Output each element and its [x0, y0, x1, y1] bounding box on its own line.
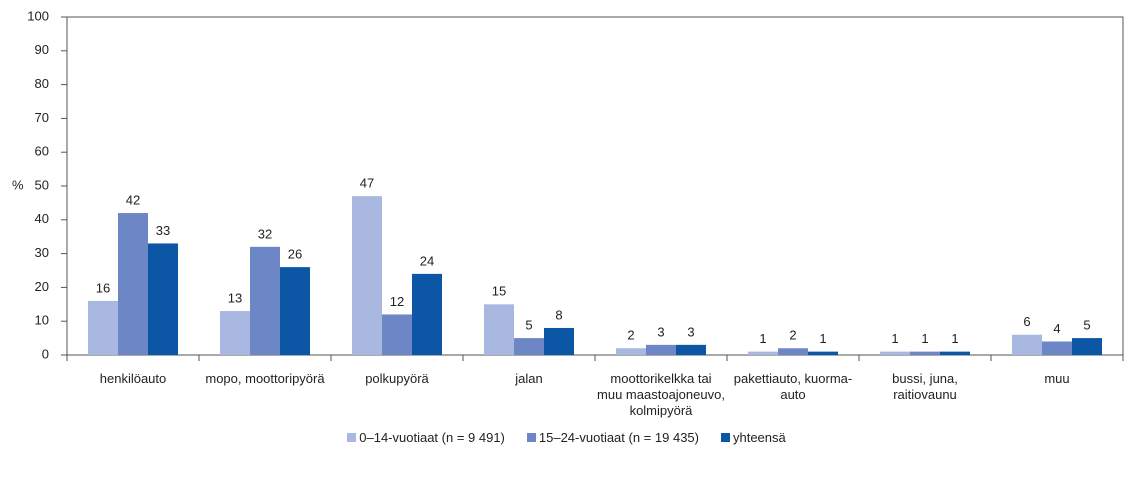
legend-label: 0–14-vuotiaat (n = 9 491): [359, 430, 505, 445]
bar: [250, 246, 280, 355]
data-label: 1: [891, 331, 898, 346]
bar: [412, 273, 442, 355]
data-label: 2: [789, 328, 796, 343]
bar: [118, 213, 148, 355]
x-label-box: jalan: [515, 371, 543, 386]
data-label: 1: [951, 331, 958, 346]
x-label-box: pakettiauto, kuorma-auto: [733, 371, 853, 402]
legend-swatch: [720, 433, 730, 442]
y-tick-label: 10: [35, 313, 49, 328]
x-label-box: polkupyörä: [365, 371, 429, 386]
legend: 0–14-vuotiaat (n = 9 491) 15–24-vuotiaat …: [0, 430, 1133, 445]
bar: [1072, 338, 1102, 355]
bar: [220, 311, 250, 355]
y-tick-label: 70: [35, 110, 49, 125]
x-tick-label: mopo, moottoripyörä: [205, 371, 325, 386]
data-label: 33: [156, 223, 170, 238]
bar: [880, 351, 910, 355]
bar: [778, 348, 808, 355]
legend-swatch: [347, 433, 357, 442]
y-tick-label: 20: [35, 279, 49, 294]
data-label: 15: [492, 284, 506, 299]
y-axis-label: %: [12, 177, 24, 192]
data-label: 13: [228, 290, 242, 305]
data-label: 3: [687, 324, 694, 339]
bar: [646, 344, 676, 355]
bar: [676, 344, 706, 355]
data-label: 4: [1053, 321, 1060, 336]
legend-item: 0–14-vuotiaat (n = 9 491): [347, 430, 505, 445]
x-tick-label: jalan: [515, 371, 543, 386]
x-label-box: henkilöauto: [99, 371, 167, 386]
bar: [88, 300, 118, 355]
bar: [544, 327, 574, 355]
data-label: 32: [258, 226, 272, 241]
data-label: 1: [921, 331, 928, 346]
bar: [514, 338, 544, 355]
data-label: 8: [555, 307, 562, 322]
x-tick-label: pakettiauto, kuorma-auto: [733, 371, 853, 402]
y-tick-label: 30: [35, 245, 49, 260]
bar: [1012, 334, 1042, 355]
data-label: 16: [96, 280, 110, 295]
legend-label: yhteensä: [732, 430, 786, 445]
bar: [616, 348, 646, 355]
x-tick-label: moottorikelkka tai muu maastoajoneuvo, k…: [597, 371, 725, 418]
data-label: 42: [126, 192, 140, 207]
data-label: 24: [420, 253, 434, 268]
bar: [382, 314, 412, 355]
legend-item: 15–24-vuotiaat (n = 19 435): [526, 430, 699, 445]
data-label: 3: [657, 324, 664, 339]
x-tick-label: muu: [1044, 371, 1070, 386]
plot-frame: [66, 16, 1124, 356]
data-label: 1: [759, 331, 766, 346]
x-label-box: mopo, moottoripyörä: [205, 371, 325, 386]
bar: [808, 351, 838, 355]
bar: [748, 351, 778, 355]
x-tick-label: polkupyörä: [365, 371, 429, 386]
data-label: 6: [1023, 314, 1030, 329]
data-label: 5: [1083, 318, 1090, 333]
bar: [484, 304, 514, 355]
bar: [280, 267, 310, 355]
x-tick-label: bussi, juna, raitiovaunu: [892, 371, 958, 402]
y-tick-label: 40: [35, 211, 49, 226]
y-tick-label: 50: [35, 177, 49, 192]
data-label: 5: [525, 318, 532, 333]
legend-swatch: [526, 433, 536, 442]
legend-label: 15–24-vuotiaat (n = 19 435): [538, 430, 699, 445]
legend-item: yhteensä: [720, 430, 786, 445]
data-label: 2: [627, 328, 634, 343]
bar: [940, 351, 970, 355]
x-label-box: moottorikelkka tai muu maastoajoneuvo, k…: [597, 371, 725, 418]
y-tick-label: 100: [27, 8, 49, 23]
data-label: 1: [819, 331, 826, 346]
data-label: 12: [390, 294, 404, 309]
x-label-box: bussi, juna, raitiovaunu: [892, 371, 958, 402]
y-tick-label: 90: [35, 42, 49, 57]
bar: [352, 196, 382, 355]
data-label: 47: [360, 176, 374, 191]
y-tick-label: 0: [42, 346, 49, 361]
data-label: 26: [288, 247, 302, 262]
x-tick-label: henkilöauto: [99, 371, 167, 386]
bar: [910, 351, 940, 355]
bar: [1042, 341, 1072, 355]
bar: [148, 243, 178, 355]
x-label-box: muu: [1044, 371, 1070, 386]
y-tick-label: 60: [35, 144, 49, 159]
y-tick-label: 80: [35, 76, 49, 91]
